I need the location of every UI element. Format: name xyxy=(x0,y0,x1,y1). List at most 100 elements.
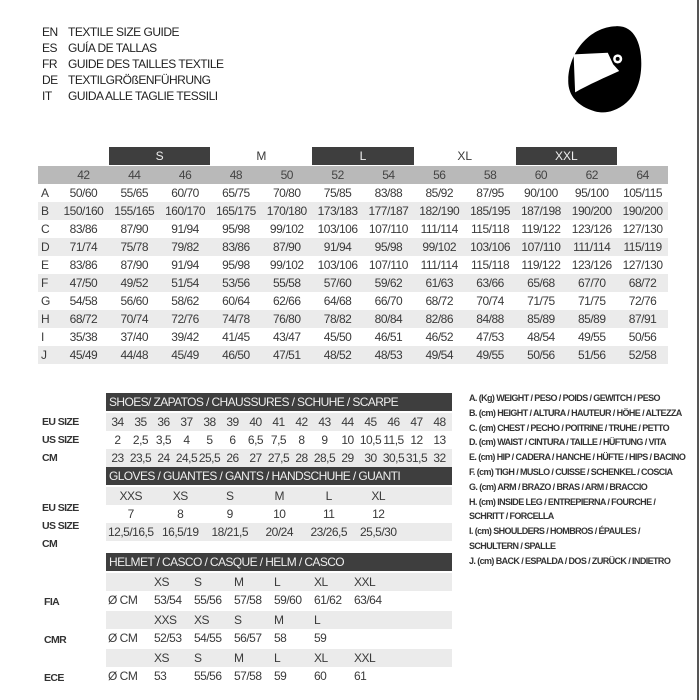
table-cell: 52/58 xyxy=(628,348,657,362)
size-number: 64 xyxy=(636,168,649,182)
table-cell: 49/54 xyxy=(425,348,453,362)
helmet-standard-label: ECE xyxy=(44,672,64,684)
section-header: GLOVES / GUANTES / GANTS / HANDSCHUHE / … xyxy=(106,467,452,485)
table-cell: 95/98 xyxy=(222,222,250,236)
table-cell: 68/72 xyxy=(425,294,453,308)
table-cell: M xyxy=(274,489,285,503)
table-cell: 87/95 xyxy=(476,186,504,200)
helmet-size: XXL xyxy=(354,575,376,589)
title-en: EN TEXTILE SIZE GUIDE xyxy=(42,25,180,39)
row-label: CM xyxy=(42,452,58,464)
table-cell: 71/74 xyxy=(69,240,98,254)
table-cell: 83/86 xyxy=(69,258,98,272)
helmet-value-row: FIA Ø CM 53/54 55/56 57/58 59/60 61/62 63/64 xyxy=(44,591,452,609)
table-row: CM 23 23,5 24 24,5 25,5 26 27 27,5 28 28,5 29 30 30,5… xyxy=(42,449,452,467)
row-letter: A xyxy=(41,186,49,200)
table-cell: 85/92 xyxy=(425,186,453,200)
table-cell: 63/66 xyxy=(476,276,504,290)
table-cell: 107/110 xyxy=(521,240,561,254)
helmet-size: XS xyxy=(154,651,170,665)
table-cell: 9 xyxy=(321,433,328,447)
table-cell: 12 xyxy=(410,433,423,447)
legend-line: I. (cm) SHOULDERS / HOMBROS / ÉPAULES / xyxy=(469,526,641,537)
section-header: SHOES/ ZAPATOS / CHAUSSURES / SCHUHE / S… xyxy=(106,393,452,411)
helmet-size: M xyxy=(234,575,244,589)
table-cell: 103/106 xyxy=(317,222,358,236)
helmet-size: XXS xyxy=(154,613,177,627)
textile-size-table: S M L XL XXL 42 44 46 48 50 52 54 56 58 60 62 64 A 50/60 55… xyxy=(38,147,668,364)
table-cell: S xyxy=(225,489,234,503)
table-cell: 24,5 xyxy=(175,451,198,465)
legend-line: B. (cm) HEIGHT / ALTURA / HAUTEUR / HÖHE… xyxy=(469,407,682,418)
table-cell: 46/52 xyxy=(425,330,453,344)
table-cell: 41 xyxy=(272,415,285,429)
legend-line: J. (cm) BACK / ESPALDA / DOS / ZURÜCK / … xyxy=(469,555,671,566)
size-number: 62 xyxy=(585,168,599,182)
table-cell: 107/110 xyxy=(368,258,408,272)
measurement-legend: A. (Kg) WEIGHT / PESO / POIDS / GEWITCH … xyxy=(469,391,686,569)
table-cell: 47/53 xyxy=(476,330,504,344)
table-cell: 7,5 xyxy=(270,433,287,447)
table-cell: 45/49 xyxy=(69,348,98,362)
size-label: XXL xyxy=(515,147,618,165)
table-cell: 68/72 xyxy=(628,276,657,290)
table-row: D 71/74 75/78 79/82 83/86 87/90 91/94 95/98 99/1… xyxy=(38,238,668,256)
table-cell: 82/86 xyxy=(425,312,453,326)
helmet-value: 56/57 xyxy=(234,631,262,645)
table-row: US SIZE 7 8 9 10 11 12 xyxy=(42,505,452,532)
helmet-size: S xyxy=(194,575,202,589)
page-border xyxy=(697,0,699,700)
table-cell: 115/118 xyxy=(471,222,510,236)
table-cell: 51/56 xyxy=(577,348,606,362)
table-cell: 18/21,5 xyxy=(211,525,249,539)
table-cell: 37/40 xyxy=(120,330,148,344)
table-cell: 111/114 xyxy=(420,222,459,236)
table-cell: 11 xyxy=(323,507,335,521)
helmet-value: 61 xyxy=(354,669,367,683)
helmet-value: 52/53 xyxy=(154,631,182,645)
helmet-icon xyxy=(568,26,642,113)
helmet-value: 57/58 xyxy=(234,669,262,683)
helmet-value-row: CMR Ø CM 52/53 54/55 56/57 58 59 xyxy=(44,629,452,647)
table-cell: 90/100 xyxy=(524,186,558,200)
table-cell: 34 xyxy=(111,415,124,429)
table-cell: 60/70 xyxy=(171,186,199,200)
row-letter: D xyxy=(41,240,50,254)
table-cell: 127/130 xyxy=(622,222,663,236)
table-cell: 111/114 xyxy=(573,240,611,254)
table-cell: 72/76 xyxy=(628,294,657,308)
table-cell: 95/98 xyxy=(374,240,403,254)
table-cell: 41/45 xyxy=(222,330,250,344)
size-number-cell xyxy=(38,166,58,184)
table-cell: 45/49 xyxy=(171,348,199,362)
table-cell: 27,5 xyxy=(267,451,290,465)
table-cell: 182/190 xyxy=(419,204,460,218)
table-cell: 75/85 xyxy=(323,186,352,200)
table-cell: 55/65 xyxy=(120,186,148,200)
table-cell: 55/58 xyxy=(272,276,301,290)
helmet-size: S xyxy=(234,613,242,627)
table-cell: 150/160 xyxy=(63,204,104,218)
size-label-row: S M L XL XXL xyxy=(38,147,668,166)
table-cell: 23 xyxy=(111,451,124,465)
helmet-value: 61/62 xyxy=(314,593,342,607)
table-cell: 47/51 xyxy=(272,348,301,362)
title-de: DE TEXTILGRÖßENFÜHRUNG xyxy=(42,73,211,87)
helmet-value: 59/60 xyxy=(274,593,302,607)
table-cell: 32 xyxy=(433,451,446,465)
table-cell: 2,5 xyxy=(132,433,149,447)
table-row: J 45/49 44/48 45/49 46/50 47/51 48/52 48/53 49/5… xyxy=(38,346,668,364)
helmet-value: 53/54 xyxy=(154,593,182,607)
table-cell: 61/63 xyxy=(425,276,453,290)
table-cell: 57/60 xyxy=(323,276,352,290)
table-row: EU SIZE 34 35 36 37 38 39 40 41 42 43 44 45 46 47 48 xyxy=(42,413,452,431)
table-cell: 2 xyxy=(114,433,121,447)
table-cell: 76/80 xyxy=(272,312,301,326)
legend-line: F. (cm) TIGH / MUSLO / CUISSE / SCHENKEL… xyxy=(469,466,673,477)
table-cell: 185/195 xyxy=(470,204,511,218)
table-cell: 9 xyxy=(226,507,234,521)
table-cell: 47/50 xyxy=(69,276,98,290)
table-cell: 39/42 xyxy=(171,330,199,344)
table-cell: 103/106 xyxy=(470,240,511,254)
table-cell: 8 xyxy=(177,507,184,521)
